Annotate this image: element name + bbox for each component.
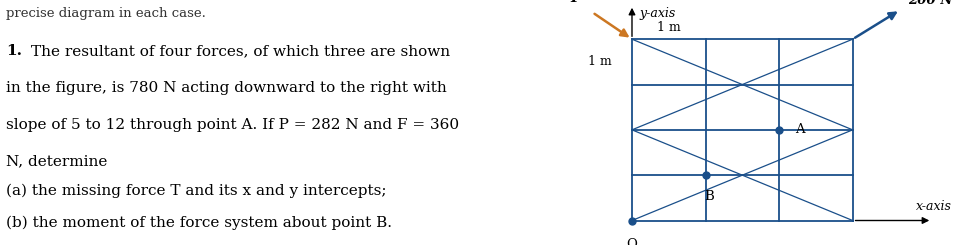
Text: (a) the missing force T and its x and y intercepts;: (a) the missing force T and its x and y …	[6, 184, 386, 198]
Text: in the figure, is 780 N acting downward to the right with: in the figure, is 780 N acting downward …	[6, 81, 446, 95]
Text: 1.: 1.	[6, 44, 22, 58]
Text: B: B	[705, 190, 715, 203]
Text: O: O	[627, 238, 637, 245]
Text: A: A	[795, 123, 805, 136]
Text: 1 m: 1 m	[657, 21, 680, 34]
Text: slope of 5 to 12 through point A. If P = 282 N and F = 360: slope of 5 to 12 through point A. If P =…	[6, 118, 459, 132]
Text: (b) the moment of the force system about point B.: (b) the moment of the force system about…	[6, 216, 392, 230]
Text: The resultant of four forces, of which three are shown: The resultant of four forces, of which t…	[32, 44, 450, 58]
Text: 1 m: 1 m	[588, 55, 612, 68]
Text: P: P	[571, 0, 582, 5]
Text: precise diagram in each case.: precise diagram in each case.	[6, 7, 206, 20]
Text: x-axis: x-axis	[916, 200, 952, 213]
Text: N, determine: N, determine	[6, 154, 107, 168]
Text: 200 N: 200 N	[908, 0, 953, 7]
Text: y-axis: y-axis	[640, 7, 676, 20]
